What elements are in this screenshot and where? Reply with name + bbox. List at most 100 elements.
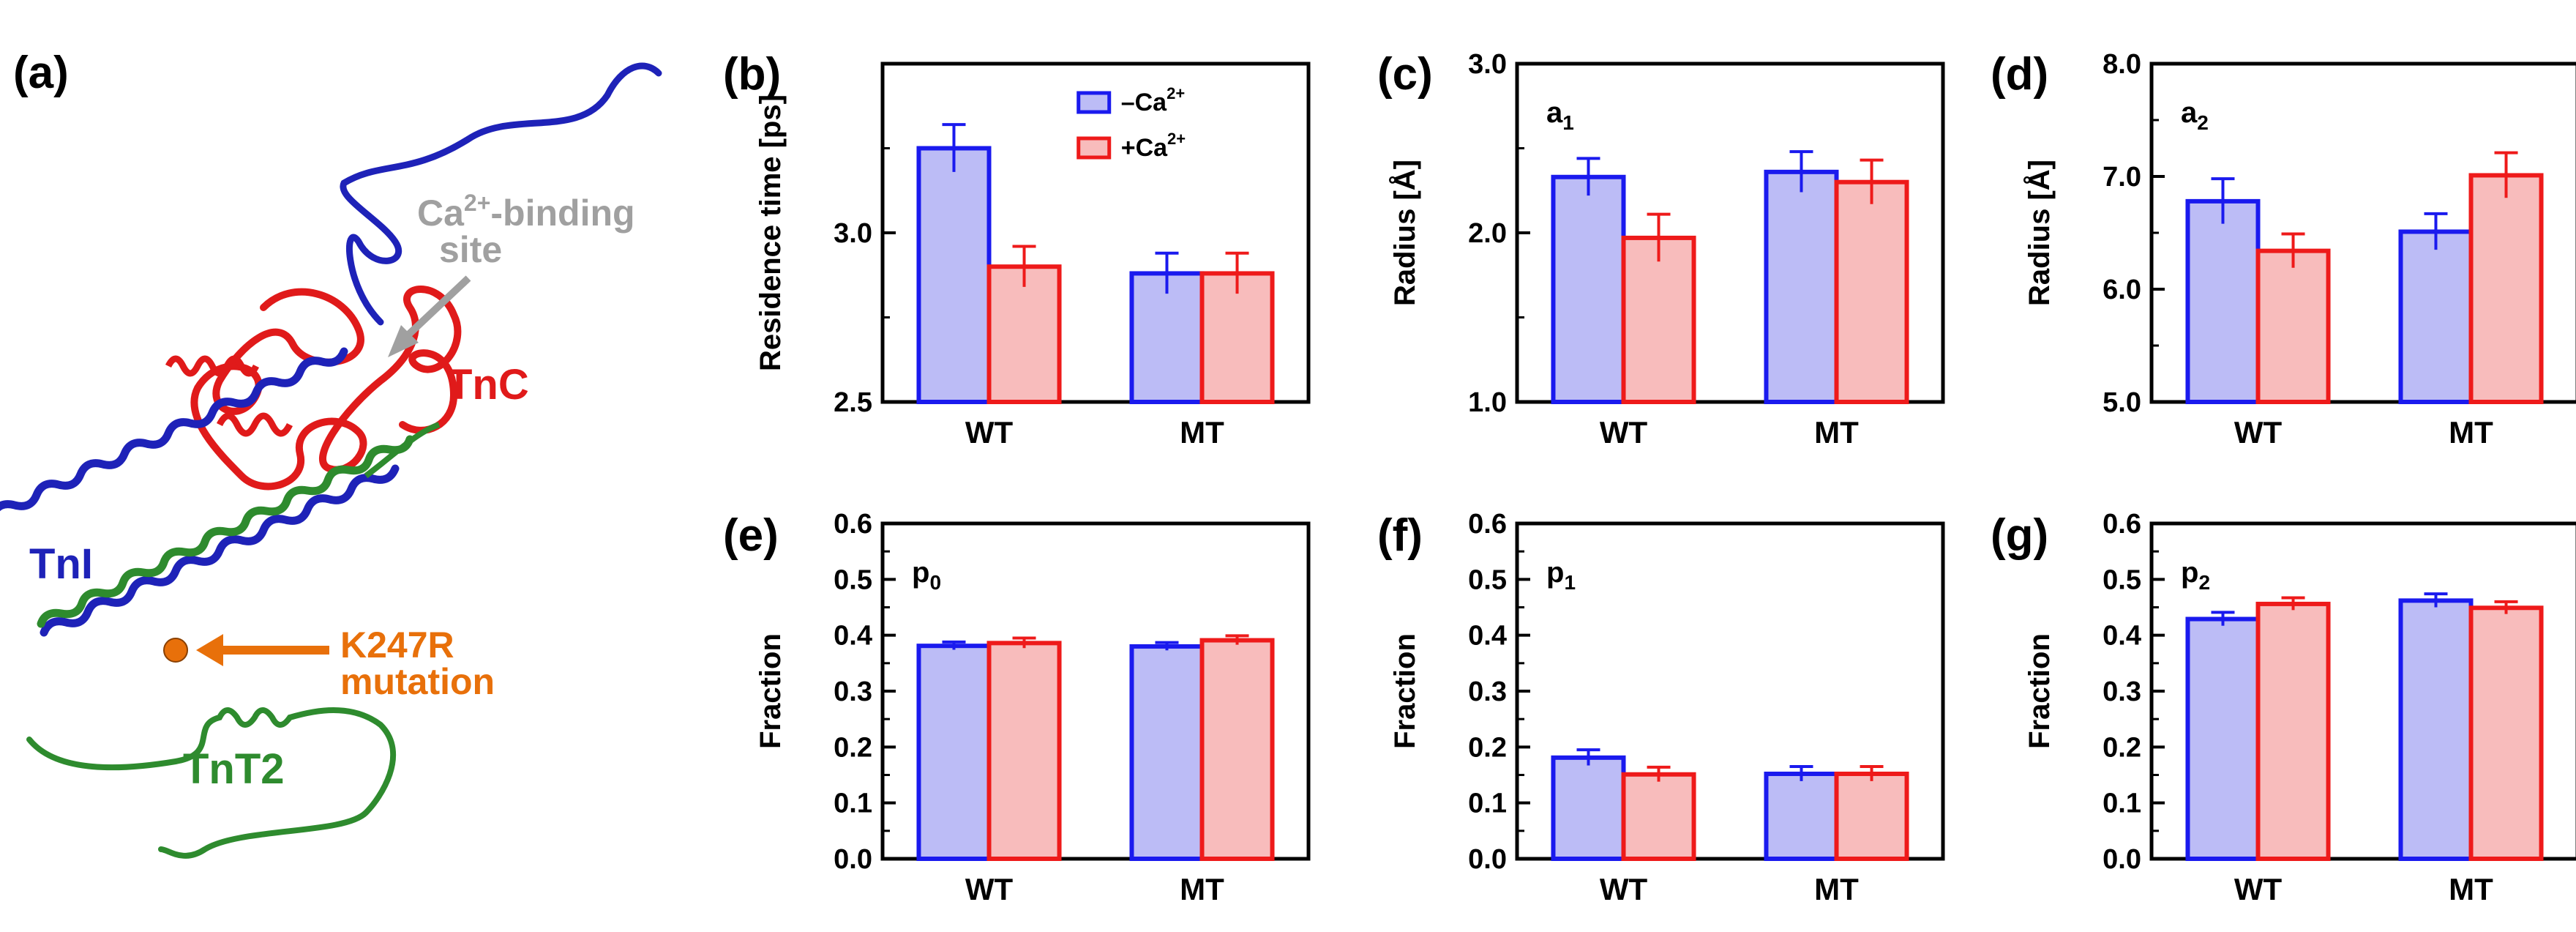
tni-helix-2 [40,464,400,637]
tnc-helix-region [190,286,462,491]
panel-inner-label: p2 [2181,556,2210,594]
y-tick-label: 0.1 [834,789,872,819]
inner-label-subscript: 1 [1562,111,1574,134]
x-category-label: WT [965,415,1014,450]
y-tick-label: 2.0 [1468,218,1507,249]
inner-label-subscript: 2 [2198,571,2210,594]
y-tick-label: 0.0 [1468,844,1507,875]
mutation-arrow-head [196,634,223,666]
y-tick-label: 0.1 [2103,789,2141,819]
y-tick-label: 0.3 [1468,676,1507,707]
y-tick-label: 5.0 [2103,387,2141,418]
chart-panel-c: (c) 1.0 2.0 3.0 Radius [Å] WT MT a1 [1377,49,1945,450]
y-tick-label: 8.0 [2103,49,2141,80]
mutation-site-marker [163,638,188,663]
panel-inner-label: p0 [912,556,941,594]
inner-label-base: p [912,556,929,589]
x-category-label: MT [1814,415,1859,450]
tnt2-tail [26,707,397,859]
y-axis-label: Fraction [1389,633,1421,749]
legend-plus-ca-label: +Ca2+ [1121,130,1186,162]
bar-minus-ca-mt [2398,229,2474,404]
y-tick-label: 0.6 [834,509,872,540]
bar-plus-ca-wt [1621,235,1696,404]
y-axis-label: Fraction [2023,633,2056,749]
chart-panel-g: (g) 0.0 0.1 0.2 0.3 0.4 0.5 0.6 Fraction WT MT p2 [1991,509,2576,906]
y-axis-label: Residence time [ps] [755,94,787,371]
x-category-label: WT [2234,872,2283,906]
bar-plus-ca-mt [1834,771,1909,862]
bar-minus-ca-wt [1551,755,1626,861]
chart-panel-f: (f) 0.0 0.1 0.2 0.3 0.4 0.5 0.6 Fraction WT MT p1 [1377,509,1945,906]
inner-label-subscript: 2 [2197,111,2209,134]
y-tick-label: 0.4 [834,621,872,652]
mutation-label-line2: mutation [340,661,495,702]
inner-label-subscript: 0 [929,571,941,594]
y-tick-label: 0.6 [2103,509,2141,540]
y-tick-label: 6.0 [2103,275,2141,305]
bar-minus-ca-mt [2398,598,2474,862]
tni-tail [340,62,662,326]
x-category-label: WT [1600,872,1648,906]
x-category-label: WT [1600,415,1648,450]
bar-plus-ca-mt [2468,605,2544,861]
x-category-label: MT [2449,872,2493,906]
tnt2-upper [364,422,441,479]
panel-inner-label: a1 [1546,97,1574,134]
inner-label-base: p [2181,556,2198,589]
bar-plus-ca-wt [1621,772,1696,862]
bar-plus-ca-mt [1199,638,1275,862]
ca-site-label-line2: site [439,229,502,270]
y-tick-label: 1.0 [1468,387,1507,418]
bar-plus-ca-wt [986,641,1062,861]
legend-plus-ca-swatch [1077,136,1112,160]
panel-label: (f) [1377,510,1423,561]
panel-inner-label: p1 [1546,556,1576,594]
bar-minus-ca-mt [1129,644,1205,862]
y-tick-label: 7.0 [2103,162,2141,193]
y-axis-label: Radius [Å] [1388,160,1421,306]
tni-helix [0,347,348,512]
y-tick-label: 0.3 [834,676,872,707]
panel-inner-label: a2 [2181,97,2209,134]
y-tick-label: 3.0 [834,218,872,249]
x-category-label: MT [1814,872,1859,906]
y-tick-label: 0.1 [1468,789,1507,819]
y-axis-label: Radius [Å] [2023,160,2056,306]
legend-minus-ca-swatch [1077,91,1112,114]
x-category-label: MT [2449,415,2493,450]
y-tick-label: 0.4 [2103,621,2141,652]
panel-label-a: (a) [13,48,69,98]
y-tick-label: 0.2 [834,732,872,763]
x-category-label: WT [2234,415,2283,450]
panel-label: (b) [723,49,781,100]
chart-panel-d: (d) 5.0 6.0 7.0 8.0 Radius [Å] WT MT a2 [1991,49,2576,450]
y-tick-label: 3.0 [1468,49,1507,80]
bar-plus-ca-wt [986,264,1062,405]
x-category-label: WT [965,872,1014,906]
mutation-label-line1: K247R [340,625,454,666]
tnt2-helix [37,435,414,628]
y-tick-label: 0.6 [1468,509,1507,540]
bar-minus-ca-wt [1551,174,1626,405]
bar-minus-ca-wt [2185,616,2261,862]
ca-site-arrow-head [388,325,419,357]
structure-panel: (a) Ca2+-binding site TnC TnI K247R muta… [0,48,662,859]
y-tick-label: 0.0 [2103,844,2141,875]
tnc-helix-coil [165,355,293,437]
y-tick-label: 0.5 [1468,564,1507,595]
y-tick-label: 2.5 [834,387,872,418]
y-tick-label: 0.3 [2103,676,2141,707]
legend-minus-ca-label: –Ca2+ [1121,84,1185,116]
inner-label-base: a [2181,97,2198,129]
y-tick-label: 0.5 [834,564,872,595]
panel-label: (e) [723,510,779,561]
y-tick-label: 0.0 [834,844,872,875]
bar-minus-ca-wt [916,146,992,404]
y-tick-label: 0.4 [1468,621,1507,652]
legend-text: –Ca [1121,89,1167,116]
legend-superscript: 2+ [1167,84,1185,102]
legend-superscript: 2+ [1167,130,1186,148]
